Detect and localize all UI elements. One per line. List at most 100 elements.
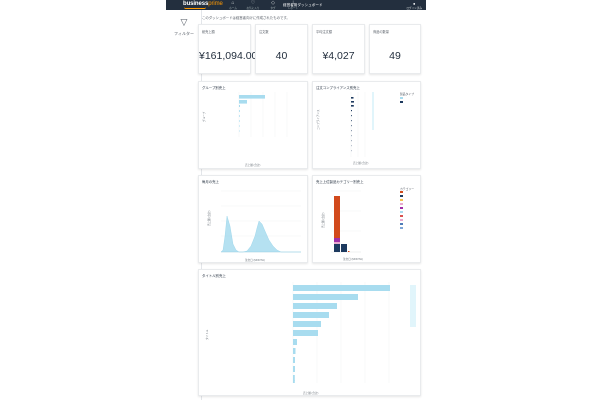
chart-title: グループ別売上 — [202, 86, 226, 90]
chart-compliance-sales — [350, 92, 366, 157]
filter-label: フィルター — [174, 31, 194, 36]
legend-item — [400, 215, 403, 217]
kpi-label: 商品の数量 — [373, 30, 389, 34]
user-menu[interactable]: ● ログイン済み — [406, 1, 422, 10]
filter-icon: ▽ — [180, 17, 188, 27]
kpi-card-quantity[interactable]: 商品の数量 49 — [369, 24, 421, 74]
chart-scrollbar[interactable] — [410, 285, 416, 327]
bar-segment — [334, 196, 340, 238]
bar — [351, 125, 352, 127]
legend-item — [400, 97, 403, 99]
x-axis-title: 売上額 (合計) — [353, 162, 369, 165]
brand-smile — [184, 7, 206, 9]
nav-favorites[interactable]: ♡ お気に入り — [246, 0, 260, 11]
heart-icon: ♡ — [250, 0, 256, 6]
x-axis-title: 売上額 (合計) — [245, 164, 261, 167]
bar — [293, 321, 321, 327]
x-axis-title: 注文日 (MONTH) — [343, 258, 363, 261]
bar-segment — [334, 242, 340, 244]
legend-item — [400, 227, 403, 229]
card-compliance-sales[interactable]: 注文コンプライアンス別売上 コンプライアンス 製品タイプ 売上額 (合計) — [312, 81, 421, 169]
bar — [239, 110, 240, 112]
nav-tags[interactable]: ◇ タグ — [266, 0, 280, 11]
top-nav: ⌂ ホーム ♡ お気に入り ◇ タグ ⊥ レポート — [226, 0, 300, 11]
chart-monthly-sales — [220, 190, 301, 253]
bar-segment — [341, 244, 347, 252]
chart-category-sales — [331, 190, 361, 253]
bar — [351, 120, 352, 122]
chart-title-sales — [292, 282, 390, 383]
chart-group-sales — [238, 92, 288, 137]
kpi-value: ¥4,027 — [322, 50, 355, 62]
bar — [351, 115, 352, 117]
tag-icon: ◇ — [271, 0, 275, 6]
card-monthly-sales[interactable]: 毎月の売上 売上額 (合計) 注文日 (MONTH) — [198, 175, 308, 263]
legend-item — [400, 223, 403, 225]
bar-segment — [334, 238, 340, 242]
bars — [239, 95, 265, 132]
bars — [293, 285, 390, 383]
legend-title: 製品タイプ — [400, 92, 414, 96]
bar — [293, 330, 318, 336]
bar — [293, 303, 337, 309]
bar-segment — [348, 251, 350, 252]
bar — [351, 97, 354, 99]
bar — [351, 101, 354, 103]
legend-item — [400, 191, 403, 193]
dashboard-description: このダッシュボードは経営者向けに作成されたものです。 — [202, 16, 290, 20]
left-rail: ▽ フィルター — [166, 0, 202, 400]
chart-title: 売上上位製品カテゴリー別売上 — [316, 180, 364, 184]
bar — [293, 357, 295, 363]
bar — [239, 95, 265, 99]
bars — [351, 97, 354, 152]
chart-title: 注文コンプライアンス別売上 — [316, 86, 360, 90]
kpi-label: 平均注文額 — [316, 30, 332, 34]
bar-segment — [334, 244, 340, 252]
bar — [239, 105, 240, 107]
kpi-card-total-sales[interactable]: 総売上額 ¥161,094.00 — [198, 24, 258, 74]
home-icon: ⌂ — [231, 0, 235, 6]
legend-item — [400, 207, 403, 209]
bar — [239, 100, 247, 104]
kpi-value: 40 — [275, 50, 288, 62]
bar — [351, 130, 352, 132]
x-axis-title: 注文日 (MONTH) — [245, 259, 265, 262]
dashboard-title: 経営者用ダッシュボード — [283, 3, 323, 7]
top-bar: businessprime ⌂ ホーム ♡ お気に入り ◇ タグ ⊥ レポート … — [166, 0, 426, 10]
legend-title: カテゴリー — [400, 187, 414, 191]
kpi-value: 49 — [389, 50, 401, 62]
bar — [239, 120, 240, 122]
bar — [293, 339, 297, 345]
bar — [293, 375, 295, 381]
kpi-card-order-count[interactable]: 注文数 40 — [255, 24, 308, 74]
chart-icon: ⊥ — [290, 0, 296, 6]
chart-scrollbar[interactable] — [372, 92, 374, 130]
card-group-sales[interactable]: グループ別売上 グループ 売上額 (合計) — [198, 81, 308, 169]
bar — [293, 312, 329, 318]
legend-item — [400, 101, 403, 103]
nav-home[interactable]: ⌂ ホーム — [226, 0, 240, 11]
legend-item — [400, 219, 403, 221]
chart-title: タイトル別売上 — [202, 274, 226, 278]
legend-item — [400, 199, 403, 201]
bar — [351, 110, 352, 112]
kpi-label: 注文数 — [259, 30, 269, 34]
bar — [293, 380, 295, 383]
nav-reports[interactable]: ⊥ レポート — [287, 0, 299, 11]
kpi-label: 総売上額 — [202, 30, 215, 34]
bar — [239, 125, 240, 127]
bar — [351, 105, 354, 107]
card-title-sales[interactable]: タイトル別売上 タイトル 売上額 (合計) — [198, 269, 421, 396]
kpi-value: ¥161,094.00 — [199, 50, 258, 62]
gridlines — [238, 92, 288, 137]
user-icon: ● — [413, 1, 416, 6]
chart-title: 毎月の売上 — [202, 180, 219, 184]
filter-button[interactable]: ▽ フィルター — [172, 12, 196, 37]
bar — [293, 285, 390, 291]
legend-item — [400, 195, 403, 197]
bar — [293, 348, 296, 354]
brand-logo[interactable]: businessprime — [183, 1, 223, 7]
card-category-sales[interactable]: 売上上位製品カテゴリー別売上 売上額 (合計) カテゴリー 注文日 (MONTH… — [312, 175, 421, 263]
bar — [293, 294, 358, 300]
kpi-card-average-order[interactable]: 平均注文額 ¥4,027 — [312, 24, 365, 74]
